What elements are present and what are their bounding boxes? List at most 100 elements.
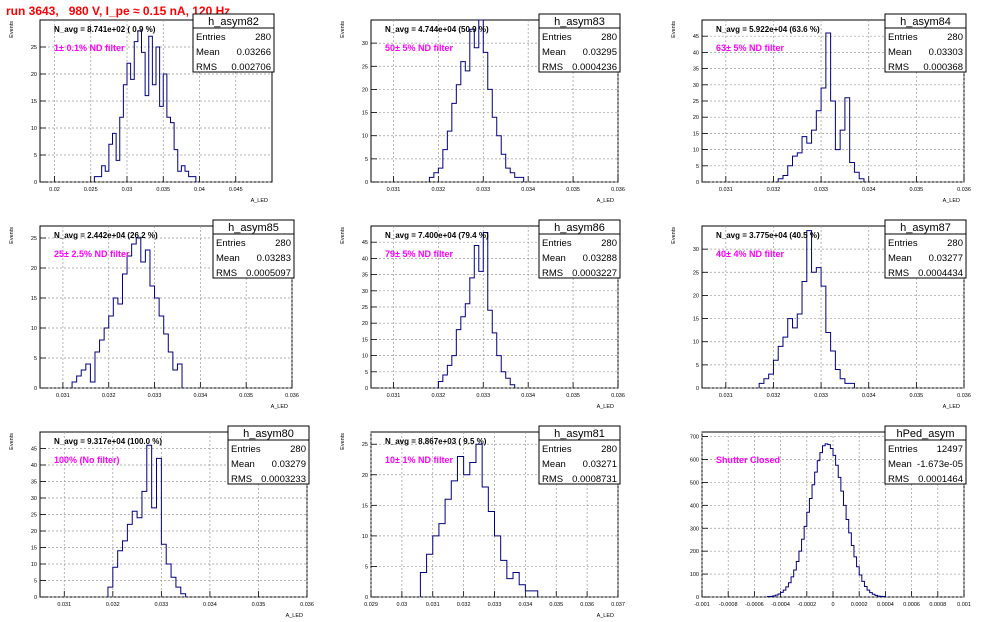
y-tick-label: 15 <box>362 337 368 343</box>
navg-annotation: N_avg = 8.741e+02 ( 0.9 %) <box>54 25 156 34</box>
x-tick-label: 0.033 <box>476 187 490 193</box>
y-axis-label: Events <box>340 433 346 450</box>
x-tick-label: 0.0008 <box>929 602 946 608</box>
y-tick-label: 20 <box>31 529 37 535</box>
x-tick-label: 0.035 <box>156 187 170 193</box>
stat-label: Mean <box>196 47 220 58</box>
filter-label: 50± 5% ND filter <box>385 43 453 53</box>
stat-label: RMS <box>231 474 252 485</box>
y-tick-label: 0 <box>34 180 37 186</box>
x-tick-label: 0.035 <box>252 602 266 608</box>
histogram-line <box>767 443 886 598</box>
stat-value: 0.03271 <box>583 459 617 470</box>
x-tick-label: 0.001 <box>957 602 971 608</box>
y-tick-label: 30 <box>362 289 368 295</box>
y-tick-label: 20 <box>31 266 37 272</box>
histogram-name: hPed_asym <box>896 428 954 440</box>
x-tick-label: 0.031 <box>719 393 733 399</box>
x-tick-label: 0.045 <box>229 187 243 193</box>
x-tick-label: 0.036 <box>580 602 594 608</box>
stat-label: RMS <box>888 62 909 73</box>
y-tick-label: 0 <box>34 386 37 392</box>
x-tick-label: 0.029 <box>364 602 378 608</box>
y-tick-label: 25 <box>693 99 699 105</box>
y-tick-label: 5 <box>365 370 368 376</box>
stat-value: 0.0008731 <box>572 474 617 485</box>
y-tick-label: 30 <box>362 41 368 47</box>
histogram-name: h_asym83 <box>554 16 605 28</box>
y-tick-label: 45 <box>31 447 37 453</box>
stat-label: Entries <box>542 238 572 249</box>
y-tick-label: 5 <box>34 356 37 362</box>
x-tick-label: 0.034 <box>203 602 217 608</box>
y-tick-label: 10 <box>362 534 368 540</box>
y-axis-label: Events <box>340 227 346 244</box>
stat-label: Entries <box>888 32 918 43</box>
x-tick-label: 0.035 <box>549 602 563 608</box>
y-tick-label: 15 <box>362 111 368 117</box>
y-tick-label: 500 <box>690 480 699 486</box>
y-tick-label: 30 <box>31 496 37 502</box>
x-tick-label: 0.035 <box>239 393 253 399</box>
x-axis-label: A_LED <box>597 404 614 410</box>
x-tick-label: 0.033 <box>154 602 168 608</box>
x-tick-label: 0.031 <box>426 602 440 608</box>
stat-value: 0.03277 <box>929 253 963 264</box>
x-tick-label: 0.032 <box>457 602 471 608</box>
stat-value: 280 <box>947 32 963 43</box>
x-tick-label: 0.031 <box>57 602 71 608</box>
stats-box <box>884 13 967 73</box>
y-tick-label: 10 <box>362 134 368 140</box>
stat-value: 280 <box>601 444 617 455</box>
y-tick-label: 25 <box>693 270 699 276</box>
histogram-line <box>93 30 197 182</box>
x-tick-label: 0.032 <box>102 393 116 399</box>
x-tick-label: 0.034 <box>521 393 535 399</box>
x-tick-label: 0.032 <box>431 187 445 193</box>
y-tick-label: 0 <box>34 595 37 601</box>
y-tick-label: 400 <box>690 503 699 509</box>
stat-value: 0.0005097 <box>246 268 291 279</box>
x-axis-label: A_LED <box>943 404 960 410</box>
x-tick-label: 0.036 <box>957 393 971 399</box>
stat-label: Entries <box>542 32 572 43</box>
y-tick-label: 5 <box>365 157 368 163</box>
y-tick-label: 15 <box>693 317 699 323</box>
y-tick-label: 25 <box>31 236 37 242</box>
y-tick-label: 25 <box>362 442 368 448</box>
panel-hPed_asym: -0.001 -0.0008 -0.0006 -0.0004 -0.0002 0 0.000… <box>690 425 971 608</box>
filter-label: 1± 0.1% ND filter <box>54 43 125 53</box>
x-tick-label: 0.032 <box>767 187 781 193</box>
y-tick-label: 20 <box>693 115 699 121</box>
y-tick-label: 40 <box>362 256 368 262</box>
x-tick-label: 0.025 <box>84 187 98 193</box>
y-tick-label: 10 <box>31 326 37 332</box>
y-tick-label: 0 <box>696 595 699 601</box>
x-tick-label: 0.033 <box>814 187 828 193</box>
x-tick-label: 0.03 <box>122 187 133 193</box>
x-tick-label: 0.036 <box>957 187 971 193</box>
y-tick-label: 100 <box>690 572 699 578</box>
stat-value: 280 <box>947 238 963 249</box>
histogram-line <box>71 237 183 388</box>
x-tick-label: 0.032 <box>106 602 120 608</box>
stat-label: Mean <box>231 459 255 470</box>
y-axis-label: Events <box>340 21 346 38</box>
x-tick-label: 0.032 <box>431 393 445 399</box>
filter-label: 100% (No filter) <box>54 455 120 465</box>
y-tick-label: 5 <box>365 564 368 570</box>
x-axis-label: A_LED <box>597 613 614 619</box>
stat-label: RMS <box>542 62 563 73</box>
stats-box <box>192 13 275 73</box>
stat-value: 0.03266 <box>237 47 271 58</box>
y-axis-label: Events <box>671 21 677 38</box>
x-tick-label: 0.0004 <box>877 602 894 608</box>
stat-label: RMS <box>888 268 909 279</box>
y-tick-label: 25 <box>362 305 368 311</box>
stats-box <box>538 425 621 485</box>
stat-value: 0.0004236 <box>572 62 617 73</box>
x-tick-label: 0.0006 <box>903 602 920 608</box>
histogram-name: h_asym80 <box>243 428 294 440</box>
stat-value: -1.673e-05 <box>917 459 963 470</box>
stats-box <box>884 219 967 279</box>
